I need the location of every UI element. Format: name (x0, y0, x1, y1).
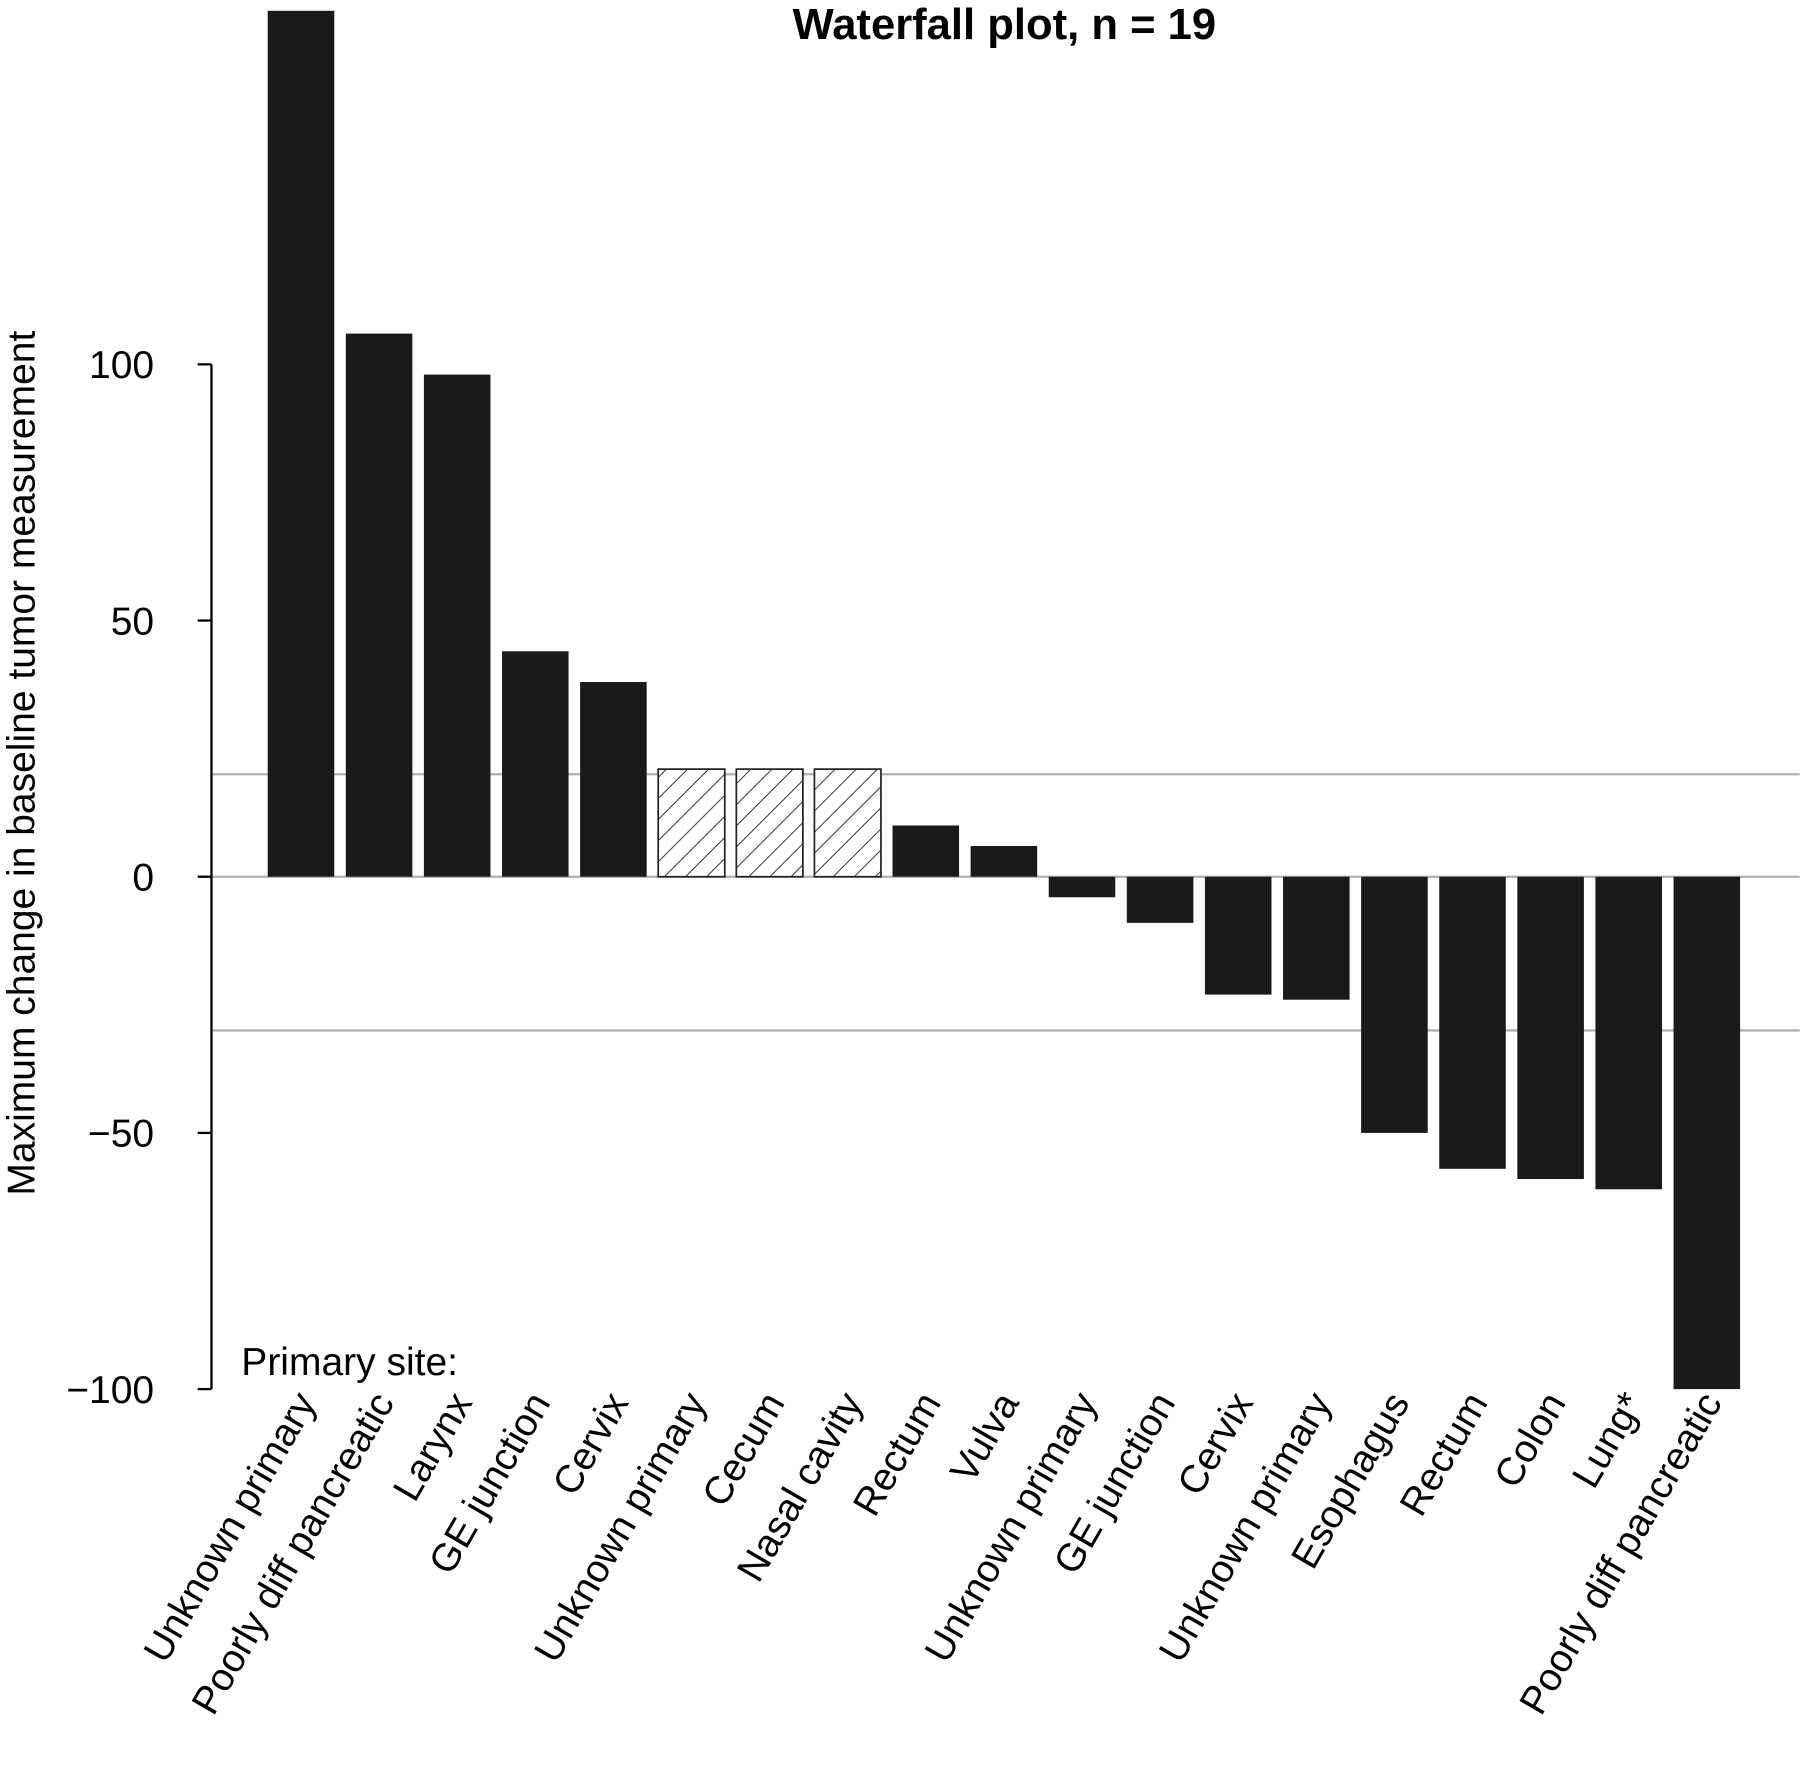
bar (1204, 876, 1272, 995)
bar (1283, 876, 1350, 1000)
bar (423, 374, 491, 877)
bar (1361, 876, 1428, 1133)
bar (1595, 876, 1662, 1190)
bar (892, 825, 960, 877)
bar (657, 768, 726, 878)
bar (1048, 876, 1116, 898)
bar (580, 682, 647, 877)
chart-title: Waterfall plot, n = 19 (793, 1, 1217, 49)
bar (1126, 876, 1194, 923)
bar (970, 845, 1038, 877)
bar (1517, 876, 1584, 1180)
bar (502, 651, 569, 877)
bar (1439, 876, 1506, 1169)
y-tick-label: −50 (88, 1113, 154, 1156)
y-tick-label: −100 (66, 1369, 154, 1412)
bar (345, 333, 413, 877)
y-axis-label: Maximum change in baseline tumor measure… (1, 331, 44, 1196)
bar (813, 768, 882, 878)
bar (267, 10, 335, 877)
y-tick-label: 100 (89, 344, 154, 387)
y-tick-label: 0 (132, 857, 154, 900)
bar (735, 768, 804, 878)
x-tick-label: Vulva (942, 1385, 1027, 1490)
x-tick-label: Colon (1486, 1385, 1574, 1495)
y-tick-label: 50 (111, 600, 154, 643)
x-axis-label: Primary site: (241, 1341, 458, 1384)
bar (1673, 876, 1741, 1390)
